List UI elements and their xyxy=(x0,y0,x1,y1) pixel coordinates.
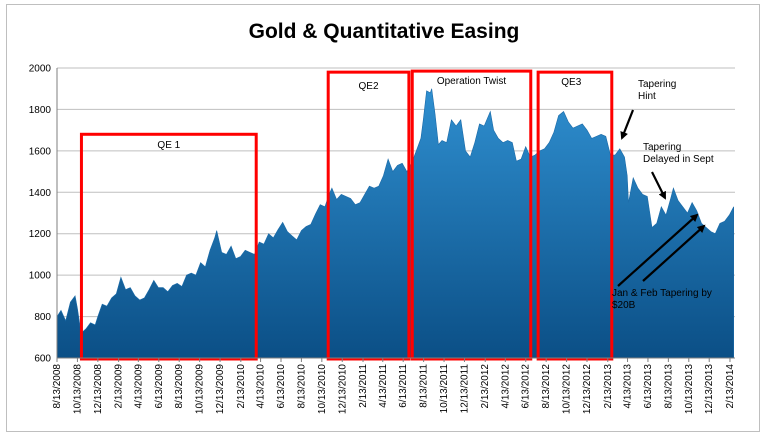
arrow xyxy=(620,109,635,140)
x-tick-label: 10/13/2008 xyxy=(72,364,83,414)
y-tick-label: 1600 xyxy=(29,146,52,157)
x-tick-labels: 8/13/2008 10/13/2008 12/13/2008 2/13/2009 4/… xyxy=(52,364,736,414)
arrow xyxy=(651,171,666,200)
x-tick-label: 8/13/2013 xyxy=(663,364,674,409)
x-tick-label: 12/13/2010 xyxy=(337,364,348,414)
annotation-text: Hint xyxy=(638,91,656,102)
x-tick-label: 4/13/2009 xyxy=(133,364,144,409)
annotation-text: Jan & Feb Tapering by xyxy=(612,288,712,299)
x-tick-label: 10/13/2011 xyxy=(439,364,450,414)
x-tick-label: 8/13/2010 xyxy=(296,364,307,409)
x-tick-label: 4/13/2011 xyxy=(378,364,389,408)
annotation-text: Tapering xyxy=(638,79,676,90)
y-tick-label: 600 xyxy=(34,354,51,365)
y-tick-label: 1800 xyxy=(29,105,52,116)
annotation-text: $20B xyxy=(612,300,636,311)
qe-boxes: QE 1 QE2 Operation Twist QE3 xyxy=(79,69,614,361)
price-area xyxy=(56,88,734,359)
x-tick-label: 12/13/2008 xyxy=(93,364,104,414)
x-tick-label: 12/13/2011 xyxy=(459,364,470,414)
qe-box-label: QE3 xyxy=(561,77,581,88)
x-tick-label: 2/13/2013 xyxy=(603,364,614,409)
x-tick-label: 8/13/2008 xyxy=(52,364,63,409)
x-tick-label: 6/13/2010 xyxy=(276,364,287,409)
annotation-text: Delayed in Sept xyxy=(643,154,714,165)
x-tick-label: 10/13/2012 xyxy=(562,364,573,414)
annotation-text: Tapering xyxy=(643,142,681,153)
qe-box-label: QE2 xyxy=(359,81,379,92)
y-tick-labels: 600 800 1000 1200 1400 1600 1800 2000 xyxy=(29,64,52,365)
y-tick-label: 1200 xyxy=(29,229,52,240)
qe-box xyxy=(326,70,411,361)
qe-box xyxy=(79,132,258,361)
x-tick-label: 12/13/2009 xyxy=(215,364,226,414)
x-tick-label: 10/13/2009 xyxy=(195,364,206,414)
x-tick-label: 2/13/2012 xyxy=(480,364,491,409)
y-tick-label: 1400 xyxy=(29,188,52,199)
qe-box xyxy=(536,70,614,361)
arrow xyxy=(617,213,699,287)
x-tick-label: 10/13/2013 xyxy=(684,364,695,414)
x-tick-label: 6/13/2012 xyxy=(521,364,532,409)
x-tick-label: 4/13/2010 xyxy=(256,364,267,409)
qe-box-label: Operation Twist xyxy=(437,76,507,87)
x-tick-label: 12/13/2012 xyxy=(582,364,593,414)
x-tick-label: 6/13/2011 xyxy=(398,364,409,408)
x-tick-label: 4/13/2013 xyxy=(623,364,634,409)
x-tick-label: 8/13/2012 xyxy=(541,364,552,409)
y-tick-label: 2000 xyxy=(29,64,52,75)
x-tick-label: 2/13/2014 xyxy=(725,364,736,409)
x-tick-label: 12/13/2013 xyxy=(704,364,715,414)
x-tick-label: 6/13/2013 xyxy=(643,364,654,409)
gold-price-area xyxy=(56,88,734,359)
axes xyxy=(56,68,735,362)
x-tick-label: 8/13/2011 xyxy=(419,364,430,408)
x-tick-label: 8/13/2009 xyxy=(174,364,185,409)
y-tick-label: 1000 xyxy=(29,271,52,282)
y-tick-label: 800 xyxy=(34,312,51,323)
x-tick-label: 4/13/2012 xyxy=(500,364,511,409)
arrow xyxy=(642,224,706,282)
qe-box-label: QE 1 xyxy=(157,140,180,151)
x-tick-label: 2/13/2009 xyxy=(114,364,125,409)
x-tick-label: 10/13/2010 xyxy=(317,364,328,414)
x-tick-label: 2/13/2010 xyxy=(236,364,247,409)
qe-box xyxy=(410,69,533,361)
x-tick-label: 2/13/2011 xyxy=(358,364,369,408)
chart-title: Gold & Quantitative Easing xyxy=(248,20,520,43)
x-tick-label: 6/13/2009 xyxy=(154,364,165,409)
